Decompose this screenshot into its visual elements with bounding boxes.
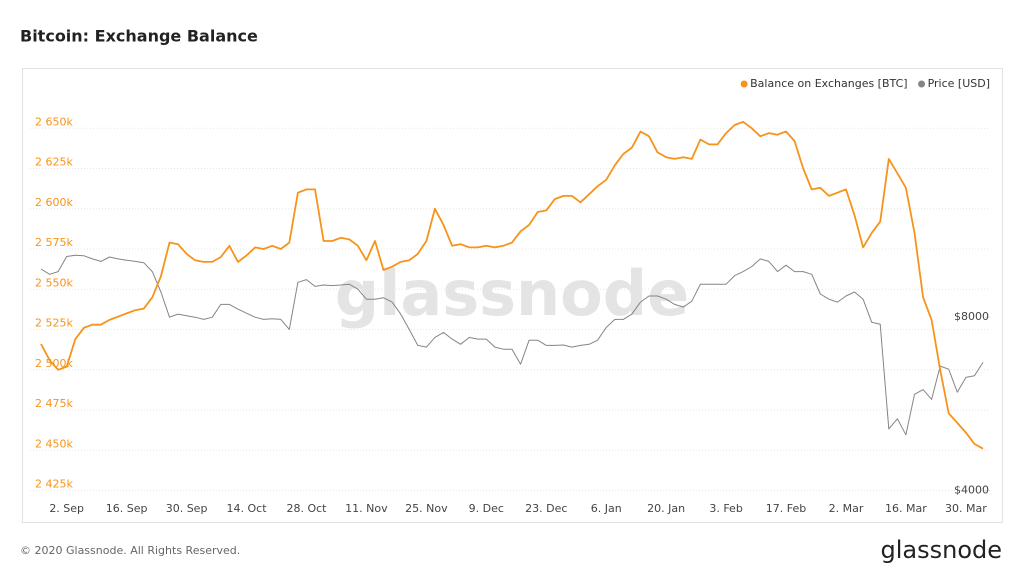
y2-tick-label: $8000 xyxy=(954,310,989,323)
legend-label: Balance on Exchanges [BTC] xyxy=(750,77,907,90)
y-tick-label: 2 625k xyxy=(35,156,73,169)
x-tick-label: 28. Oct xyxy=(286,502,327,515)
x-tick-label: 23. Dec xyxy=(525,502,567,515)
x-tick-label: 2. Sep xyxy=(49,502,84,515)
y-tick-label: 2 475k xyxy=(35,397,73,410)
x-tick-label: 16. Mar xyxy=(885,502,927,515)
chart-title: Bitcoin: Exchange Balance xyxy=(20,27,258,46)
y-tick-label: 2 575k xyxy=(35,236,73,249)
x-tick-label: 9. Dec xyxy=(469,502,504,515)
chart-panel xyxy=(22,68,1003,523)
x-tick-label: 6. Jan xyxy=(591,502,622,515)
x-tick-label: 14. Oct xyxy=(227,502,268,515)
logo: glassnode xyxy=(880,536,1002,564)
series-line xyxy=(40,120,984,450)
x-tick-label: 2. Mar xyxy=(829,502,864,515)
x-tick-label: 17. Feb xyxy=(766,502,806,515)
x-tick-label: 16. Sep xyxy=(106,502,148,515)
x-tick-label: 20. Jan xyxy=(647,502,685,515)
x-tick-label: 25. Nov xyxy=(405,502,448,515)
series-line xyxy=(40,254,984,436)
y-tick-label: 2 525k xyxy=(35,317,73,330)
y2-tick-label: $4000 xyxy=(954,484,989,497)
x-tick-label: 30. Mar xyxy=(945,502,987,515)
plot-area: 2 425k 2 450k 2 475k 2 500k 2 525k 2 550k 2 57… xyxy=(30,77,990,515)
x-tick-label: 11. Nov xyxy=(345,502,388,515)
watermark: glassnode xyxy=(335,257,689,330)
x-tick-label: 3. Feb xyxy=(709,502,742,515)
y-tick-label: 2 500k xyxy=(35,357,73,370)
y-tick-label: 2 600k xyxy=(35,196,73,209)
y-tick-label: 2 550k xyxy=(35,276,73,289)
y-tick-label: 2 650k xyxy=(35,115,73,128)
legend-marker xyxy=(740,80,748,88)
legend-label: Price [USD] xyxy=(928,77,990,90)
footer: © 2020 Glassnode. All Rights Reserved. xyxy=(20,544,240,557)
y-tick-label: 2 450k xyxy=(35,437,73,450)
x-tick-label: 30. Sep xyxy=(166,502,208,515)
y-tick-label: 2 425k xyxy=(35,478,73,491)
legend-marker xyxy=(918,80,926,88)
